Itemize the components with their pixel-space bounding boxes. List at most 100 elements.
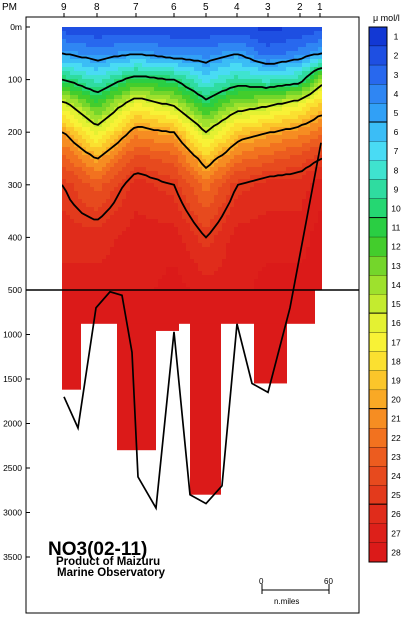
section-cell	[206, 115, 211, 120]
section-cell	[114, 143, 119, 148]
section-cell	[130, 223, 135, 228]
section-cell	[142, 127, 147, 132]
colorbar-swatch-6	[369, 122, 387, 143]
section-cell	[142, 163, 147, 168]
section-cell	[114, 27, 119, 32]
section-cell	[82, 43, 87, 48]
section-cell	[150, 199, 155, 204]
section-cell	[190, 115, 195, 120]
section-cell	[234, 239, 239, 244]
section-cell	[142, 67, 147, 72]
section-cell	[306, 31, 311, 36]
section-cell	[306, 203, 311, 208]
depth-label-1000: 1000	[3, 330, 22, 340]
section-cell	[262, 231, 267, 236]
section-cell	[298, 279, 303, 284]
section-cell	[94, 43, 99, 48]
section-cell	[174, 91, 179, 96]
section-cell	[266, 55, 271, 60]
section-cell	[70, 143, 75, 148]
section-cell	[314, 255, 319, 260]
section-cell	[298, 179, 303, 184]
section-cell	[122, 119, 127, 124]
section-cell	[118, 283, 123, 288]
section-cell	[86, 207, 91, 212]
section-cell	[70, 43, 75, 48]
section-cell	[154, 179, 159, 184]
section-cell	[314, 183, 319, 188]
section-cell	[98, 287, 103, 290]
section-cell	[82, 143, 87, 148]
section-cell	[162, 183, 167, 188]
section-cell	[210, 187, 215, 192]
section-cell	[198, 31, 203, 36]
section-cell	[270, 211, 275, 216]
section-cell	[162, 235, 167, 240]
section-cell	[138, 83, 143, 88]
section-cell	[250, 223, 255, 228]
section-cell	[130, 107, 135, 112]
section-cell	[130, 59, 135, 64]
section-cell	[142, 259, 147, 264]
section-cell	[202, 155, 207, 160]
section-cell	[86, 35, 91, 40]
section-cell	[166, 239, 171, 244]
section-cell	[258, 163, 263, 168]
section-cell	[214, 147, 219, 152]
section-cell	[270, 47, 275, 52]
section-cell	[122, 275, 127, 280]
section-cell	[242, 79, 247, 84]
section-cell	[206, 43, 211, 48]
section-cell	[234, 179, 239, 184]
section-cell	[162, 63, 167, 68]
section-cell	[82, 191, 87, 196]
section-cell	[74, 283, 79, 288]
section-cell	[90, 223, 95, 228]
section-cell	[302, 59, 307, 64]
section-cell	[186, 27, 191, 32]
section-cell	[270, 63, 275, 68]
section-cell	[178, 227, 183, 232]
section-cell	[210, 231, 215, 236]
section-cell	[282, 219, 287, 224]
section-cell	[166, 71, 171, 76]
section-cell	[298, 31, 303, 36]
section-cell	[306, 35, 311, 40]
scale-end: 60	[324, 577, 333, 586]
section-cell	[150, 91, 155, 96]
section-cell	[110, 167, 115, 172]
section-cell	[166, 67, 171, 72]
section-cell	[214, 79, 219, 84]
section-cell	[154, 223, 159, 228]
section-cell	[78, 259, 83, 264]
section-cell	[146, 183, 151, 188]
section-cell	[146, 71, 151, 76]
section-cell	[206, 223, 211, 228]
section-cell	[258, 227, 263, 232]
section-cell	[118, 131, 123, 136]
section-cell	[130, 143, 135, 148]
section-cell	[242, 203, 247, 208]
section-cell	[206, 31, 211, 36]
section-cell	[186, 143, 191, 148]
section-cell	[282, 187, 287, 192]
section-cell	[258, 235, 263, 240]
section-cell	[186, 223, 191, 228]
section-cell	[238, 219, 243, 224]
section-cell	[114, 95, 119, 100]
section-cell	[82, 243, 87, 248]
section-cell	[74, 55, 79, 60]
colorbar-label-6: 6	[394, 127, 399, 137]
section-cell	[146, 83, 151, 88]
section-cell	[98, 59, 103, 64]
section-cell	[174, 175, 179, 180]
section-cell	[130, 91, 135, 96]
section-cell	[262, 271, 267, 276]
section-cell	[182, 287, 187, 290]
section-cell	[266, 75, 271, 80]
section-cell	[170, 227, 175, 232]
section-cell	[318, 283, 322, 288]
section-cell	[282, 267, 287, 272]
section-cell	[318, 43, 322, 48]
section-cell	[170, 179, 175, 184]
